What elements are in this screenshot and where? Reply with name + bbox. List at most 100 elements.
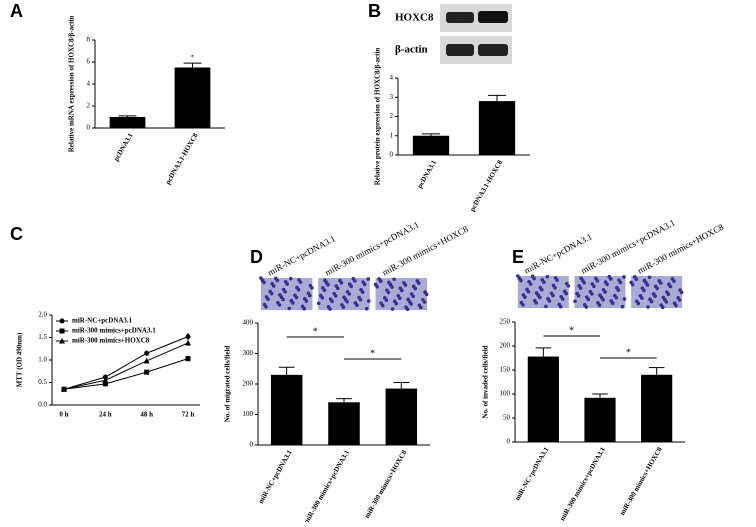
annotation: * — [626, 347, 631, 358]
y-axis-label: Relative mRNA expression of HOXC8/β-acti… — [68, 16, 76, 153]
cell — [578, 286, 583, 290]
cell — [326, 282, 330, 287]
cell — [355, 303, 359, 308]
y-tick-label: 0.0 — [38, 401, 47, 409]
cell — [586, 297, 591, 302]
legend-label: miR-300 mimics+pcDNA3.1 — [72, 327, 156, 335]
cell — [366, 277, 371, 281]
cell — [566, 284, 571, 288]
cell — [677, 298, 682, 302]
cell — [622, 297, 627, 301]
cell — [640, 296, 644, 300]
cell — [411, 294, 416, 299]
y-tick-label: 0 — [87, 124, 91, 132]
panel-letter: D — [250, 247, 263, 267]
cell — [553, 286, 557, 290]
band — [446, 44, 474, 56]
cell — [545, 274, 550, 279]
y-tick-label: 0 — [250, 441, 254, 449]
cell — [622, 275, 626, 279]
cell — [674, 303, 678, 308]
x-tick-label: 24 h — [99, 411, 112, 419]
cell — [537, 295, 542, 300]
x-tick-label: 72 h — [182, 411, 195, 419]
cell — [400, 288, 404, 293]
cell — [573, 299, 577, 304]
cell — [333, 294, 338, 298]
x-tick-label: pcDNA3.1-HOXC8 — [468, 158, 504, 212]
cell — [668, 284, 673, 289]
y-tick-label: 8 — [87, 36, 91, 44]
y-tick-label: 0.5 — [38, 378, 47, 386]
y-tick-label: 4 — [87, 80, 91, 88]
x-tick-label: miR-300 mimics+HOXC8 — [363, 448, 409, 519]
cell — [597, 303, 602, 307]
annotation: * — [569, 325, 574, 336]
point — [143, 357, 150, 364]
panel-letter: B — [368, 1, 381, 21]
bar — [527, 356, 559, 442]
cell — [540, 287, 544, 292]
cell — [275, 278, 280, 283]
cell — [636, 301, 641, 306]
cell — [551, 293, 555, 298]
cell — [277, 303, 282, 307]
point — [102, 377, 109, 383]
point — [144, 369, 150, 375]
cell — [288, 276, 293, 281]
y-tick-label: 300 — [243, 349, 254, 357]
cell — [532, 276, 536, 281]
cell — [345, 299, 349, 304]
bar — [412, 135, 450, 155]
cell — [390, 307, 395, 311]
y-tick-label: 1.0 — [38, 356, 47, 364]
x-tick-label: 0 h — [59, 411, 68, 419]
cell — [614, 295, 619, 300]
cell — [349, 284, 354, 289]
cell — [394, 301, 398, 306]
cell — [601, 297, 605, 302]
y-tick-label: 100 — [243, 410, 254, 418]
cell — [605, 282, 609, 287]
bar — [109, 117, 146, 128]
cell — [584, 305, 589, 309]
cell — [269, 291, 274, 296]
bar — [385, 388, 418, 445]
y-axis-label: MTT (OD 490nm) — [16, 332, 24, 387]
cell — [322, 288, 327, 292]
cell — [310, 286, 314, 290]
cell — [679, 290, 684, 295]
cell — [285, 282, 289, 286]
cell — [558, 304, 563, 309]
cell — [649, 299, 654, 304]
y-axis-label: No. of migrated cells/field — [224, 346, 232, 423]
bar — [270, 374, 303, 445]
cell — [353, 279, 357, 283]
cell — [666, 292, 671, 297]
cell — [422, 300, 427, 304]
y-tick-label: 3 — [390, 93, 394, 101]
cell — [660, 305, 665, 310]
cell — [564, 291, 569, 296]
cell — [403, 283, 408, 287]
cell — [630, 282, 635, 287]
cell — [320, 296, 325, 300]
image-label: miR-300 mimics+pcDNA3.1 — [323, 219, 420, 277]
cell — [542, 280, 546, 284]
cell — [610, 301, 615, 306]
cell — [590, 292, 594, 296]
y-tick-label: 400 — [243, 319, 254, 327]
line — [63, 358, 189, 390]
y-tick-label: 100 — [500, 390, 511, 398]
cell — [302, 306, 307, 311]
cell — [339, 281, 344, 285]
cell — [413, 286, 418, 291]
y-axis-label: Relative protein expression of HOXC8/β-a… — [374, 48, 382, 186]
cell — [397, 296, 402, 300]
cell — [409, 302, 413, 306]
line — [63, 342, 189, 390]
cell — [330, 299, 334, 304]
cell — [664, 300, 669, 304]
cell — [296, 288, 301, 292]
